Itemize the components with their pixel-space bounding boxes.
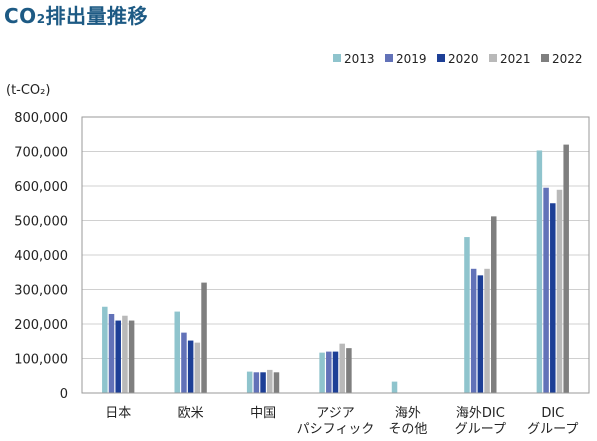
bar-2019-0 [108, 313, 115, 393]
chart-title-subscript: 2 [36, 12, 46, 26]
bar-2019-6 [543, 187, 549, 393]
bar-2013-1 [174, 311, 180, 393]
bar-2021-0 [122, 315, 128, 393]
legend-swatch-2013 [333, 54, 341, 62]
bar-2019-2 [253, 372, 260, 393]
bar-2020-6 [550, 203, 556, 393]
bar-2022-5 [491, 216, 497, 393]
y-axis-unit-label: (t-CO₂) [6, 83, 50, 98]
bar-2013-6 [536, 150, 543, 393]
chart-legend: 2013 2019 2020 2021 2022 [333, 52, 583, 66]
category-label: DIC グループ [527, 406, 578, 437]
grid-lines [82, 151, 589, 359]
category-label: 日本 [105, 406, 131, 421]
bar-2022-6 [563, 144, 569, 393]
bar-2013-4 [391, 381, 398, 393]
legend-swatch-2021 [489, 54, 497, 62]
chart-title-main: CO [4, 4, 37, 28]
bar-2021-2 [267, 369, 273, 393]
bar-2020-5 [477, 275, 484, 393]
chart-title-suffix: 排出量推移 [45, 4, 149, 28]
plot-area-frame [81, 116, 590, 394]
y-tick-label: 700,000 [14, 146, 68, 161]
bar-2022-2 [273, 372, 280, 393]
bar-2013-2 [246, 371, 253, 393]
bar-2019-1 [181, 332, 187, 393]
bar-2022-0 [128, 320, 135, 393]
y-tick-label: 100,000 [14, 353, 68, 368]
bar-2022-3 [346, 348, 352, 393]
legend-label-2022: 2022 [552, 52, 583, 66]
legend-label-2013: 2013 [344, 52, 375, 66]
chart-title: CO2排出量推移 [4, 0, 148, 29]
category-label: 海外DIC グループ [455, 406, 506, 437]
y-tick-label: 600,000 [14, 180, 68, 195]
bar-2020-3 [332, 351, 339, 393]
bar-series [102, 144, 569, 393]
y-tick-label: 300,000 [14, 284, 68, 299]
category-label: 欧米 [178, 406, 204, 421]
bar-2013-5 [464, 237, 470, 393]
legend-swatch-2020 [437, 54, 445, 62]
y-axis-ticks: 0 100,000 200,000 300,000 400,000 500,000 600,… [14, 111, 68, 402]
legend-label-2020: 2020 [448, 52, 479, 66]
y-tick-label: 800,000 [14, 111, 68, 126]
y-tick-label: 500,000 [14, 215, 68, 230]
bar-2021-6 [556, 189, 563, 393]
y-tick-label: 200,000 [14, 318, 68, 333]
legend-label-2021: 2021 [500, 52, 531, 66]
bar-2020-2 [260, 372, 266, 393]
y-tick-label: 0 [60, 387, 68, 402]
bar-2019-5 [470, 268, 477, 393]
bar-2021-1 [194, 342, 201, 393]
bar-2020-0 [115, 320, 121, 393]
bar-2022-1 [201, 282, 207, 393]
category-label: アジアパシフィック [297, 406, 375, 437]
bar-2020-1 [187, 340, 194, 393]
bar-2021-5 [484, 268, 490, 393]
legend-swatch-2019 [385, 54, 393, 62]
bar-2013-0 [102, 306, 108, 393]
legend-swatch-2022 [541, 54, 549, 62]
bar-2021-3 [339, 343, 345, 393]
category-label: 中国 [250, 406, 276, 421]
legend-label-2019: 2019 [396, 52, 427, 66]
bar-2019-3 [326, 351, 332, 393]
bar-2013-3 [319, 352, 325, 393]
y-tick-label: 400,000 [14, 249, 68, 264]
category-label: 海外その他 [388, 406, 427, 437]
